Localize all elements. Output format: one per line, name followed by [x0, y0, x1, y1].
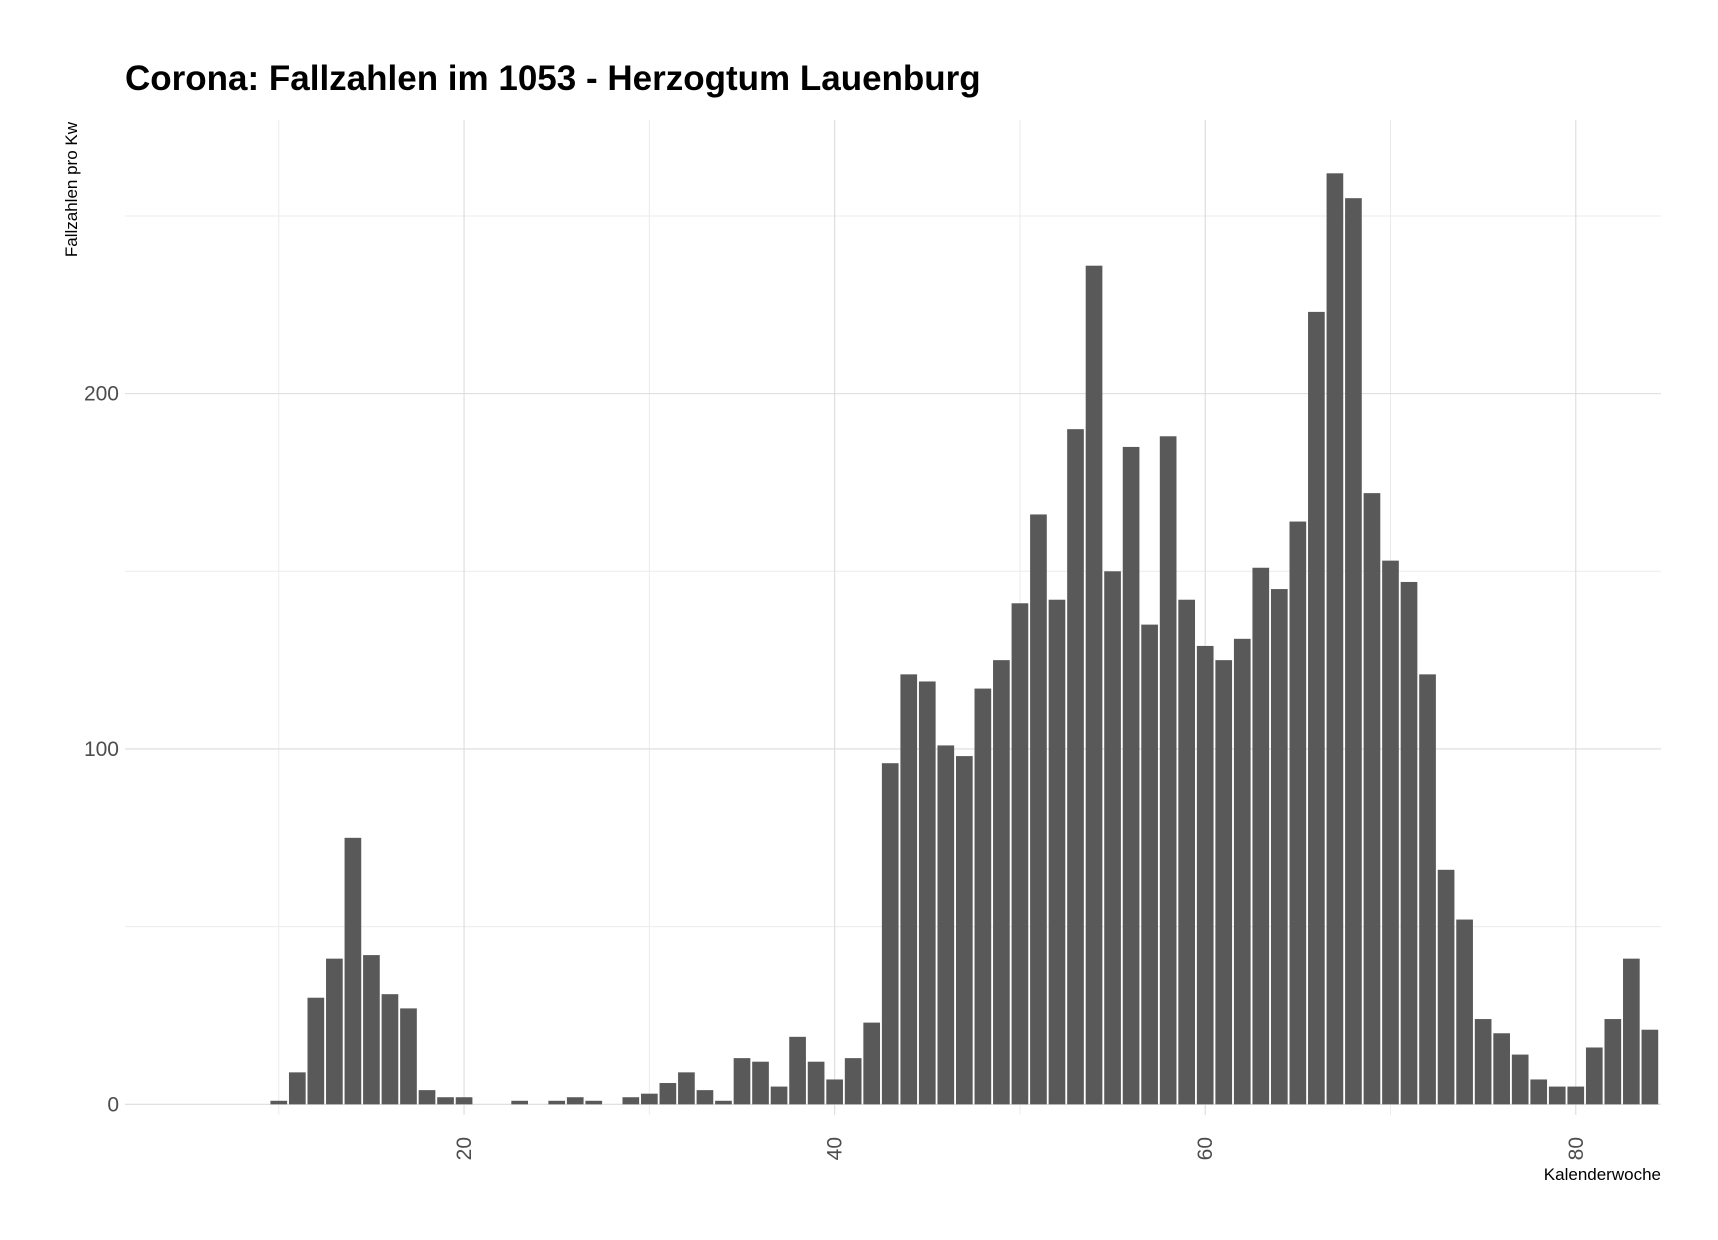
bar [974, 688, 992, 1105]
bar [1493, 1033, 1510, 1105]
bar [1030, 514, 1047, 1105]
bar [641, 1093, 658, 1105]
y-axis-title: Fallzahlen pro Kw [62, 121, 81, 257]
bar [1085, 265, 1103, 1105]
bar [1437, 869, 1455, 1105]
bar [381, 994, 399, 1105]
bar [1252, 567, 1270, 1105]
bar [437, 1097, 454, 1105]
bar [1474, 1019, 1492, 1105]
bar [400, 1008, 417, 1105]
bar [733, 1058, 751, 1105]
bar [881, 763, 899, 1105]
bar [1363, 493, 1381, 1105]
bar [307, 997, 325, 1105]
bar [1604, 1019, 1622, 1105]
x-tick-label: 20 [453, 1137, 476, 1160]
bar [678, 1072, 695, 1105]
bar [1548, 1086, 1566, 1105]
bar [1289, 521, 1307, 1105]
bar [1623, 958, 1640, 1105]
bar [1104, 571, 1121, 1105]
bar [1419, 674, 1436, 1105]
x-axis-tick-labels: 20 40 60 80 [453, 1137, 1588, 1160]
bar [900, 674, 918, 1105]
bar [1196, 645, 1214, 1105]
bar [270, 1100, 288, 1105]
bar [696, 1090, 714, 1105]
y-axis-tick-labels: 0 100 200 [84, 383, 119, 1117]
bar [826, 1079, 843, 1105]
bar [1067, 429, 1084, 1105]
bar [918, 681, 936, 1105]
x-tick-label: 60 [1194, 1137, 1217, 1160]
y-tick-label: 200 [84, 383, 119, 406]
bar [1270, 589, 1288, 1105]
bar [511, 1100, 528, 1105]
bar [1382, 560, 1399, 1105]
bar [1585, 1047, 1603, 1105]
bar [844, 1058, 862, 1105]
bar [1178, 599, 1196, 1105]
bar [1011, 603, 1029, 1105]
bar [1326, 173, 1344, 1105]
bar [752, 1061, 769, 1105]
bar [1048, 599, 1066, 1105]
bar [622, 1097, 640, 1105]
bar [1233, 638, 1251, 1105]
bar [1345, 198, 1362, 1105]
bar [585, 1100, 603, 1105]
bar [1511, 1054, 1529, 1105]
bar [344, 837, 362, 1105]
bars [270, 173, 1659, 1105]
bar [418, 1090, 436, 1105]
bar [1400, 581, 1418, 1105]
bar [807, 1061, 825, 1105]
bar [863, 1022, 881, 1105]
bar [1122, 446, 1140, 1105]
y-tick-label: 100 [84, 738, 119, 761]
chart-title: Corona: Fallzahlen im 1053 - Herzogtum L… [125, 59, 981, 98]
bar [937, 745, 955, 1105]
bar [1567, 1086, 1585, 1105]
x-tick-label: 80 [1565, 1137, 1588, 1160]
bar [955, 756, 973, 1105]
bar [455, 1097, 473, 1105]
bar [363, 955, 380, 1105]
bar [288, 1072, 306, 1105]
y-tick-label: 0 [107, 1093, 119, 1116]
bar [659, 1083, 677, 1105]
bar [566, 1097, 584, 1105]
bar [1141, 624, 1158, 1105]
bar [1308, 311, 1325, 1105]
bar [770, 1086, 788, 1105]
bar [1215, 660, 1233, 1105]
bar [548, 1100, 566, 1105]
bar [1641, 1029, 1659, 1105]
bar [993, 660, 1010, 1105]
bar [789, 1036, 806, 1105]
bar [1530, 1079, 1548, 1105]
bar [715, 1100, 732, 1105]
x-axis-title: Kalenderwoche [1544, 1165, 1661, 1184]
x-tick-label: 40 [824, 1137, 847, 1160]
bar [1159, 436, 1177, 1105]
bar [326, 958, 343, 1105]
bar [1456, 919, 1473, 1105]
